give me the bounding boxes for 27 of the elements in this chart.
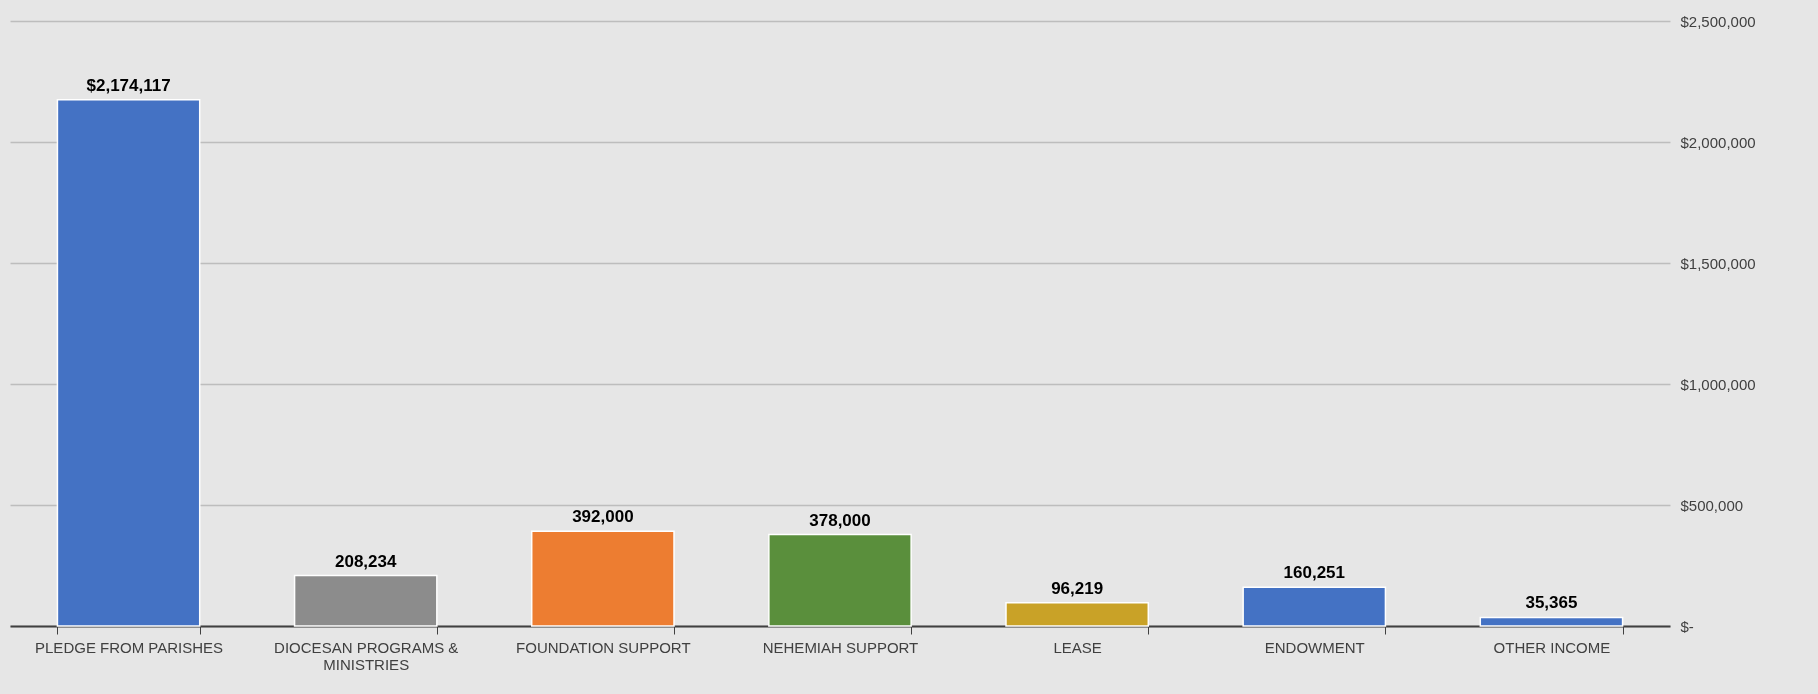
x-tick-label: PLEDGE FROM PARISHES [35,638,224,656]
bar [1242,586,1387,627]
data-label: 208,234 [334,551,397,571]
y-tick-label: $1,000,000 [1680,375,1756,393]
y-tick-label: $2,000,000 [1680,133,1756,151]
data-label: 35,365 [1525,593,1578,613]
data-label: 160,251 [1283,563,1346,583]
x-tick-label: LEASE [1053,638,1102,656]
x-tick-label: ENDOWMENT [1264,638,1365,656]
data-label: 378,000 [809,510,871,530]
y-tick-label: $500,000 [1680,496,1744,514]
data-label: 96,219 [1051,578,1104,598]
y-tick-label: $2,500,000 [1680,12,1756,30]
bar [1005,601,1150,627]
x-tick-label: NEHEMIAH SUPPORT [762,638,919,656]
bar [768,533,912,627]
bar [56,99,201,627]
bar [1479,616,1624,627]
data-label: 392,000 [572,507,634,527]
x-tick-label: FOUNDATION SUPPORT [516,638,691,656]
bar [293,574,438,627]
y-tick-label: $1,500,000 [1680,254,1756,272]
x-tick-label: DIOCESAN PROGRAMS & MINISTRIES [274,638,459,673]
bar [530,530,675,627]
data-label: $2,174,117 [86,75,171,95]
y-tick-label: $- [1680,617,1694,635]
x-tick-label: OTHER INCOME [1493,638,1611,656]
